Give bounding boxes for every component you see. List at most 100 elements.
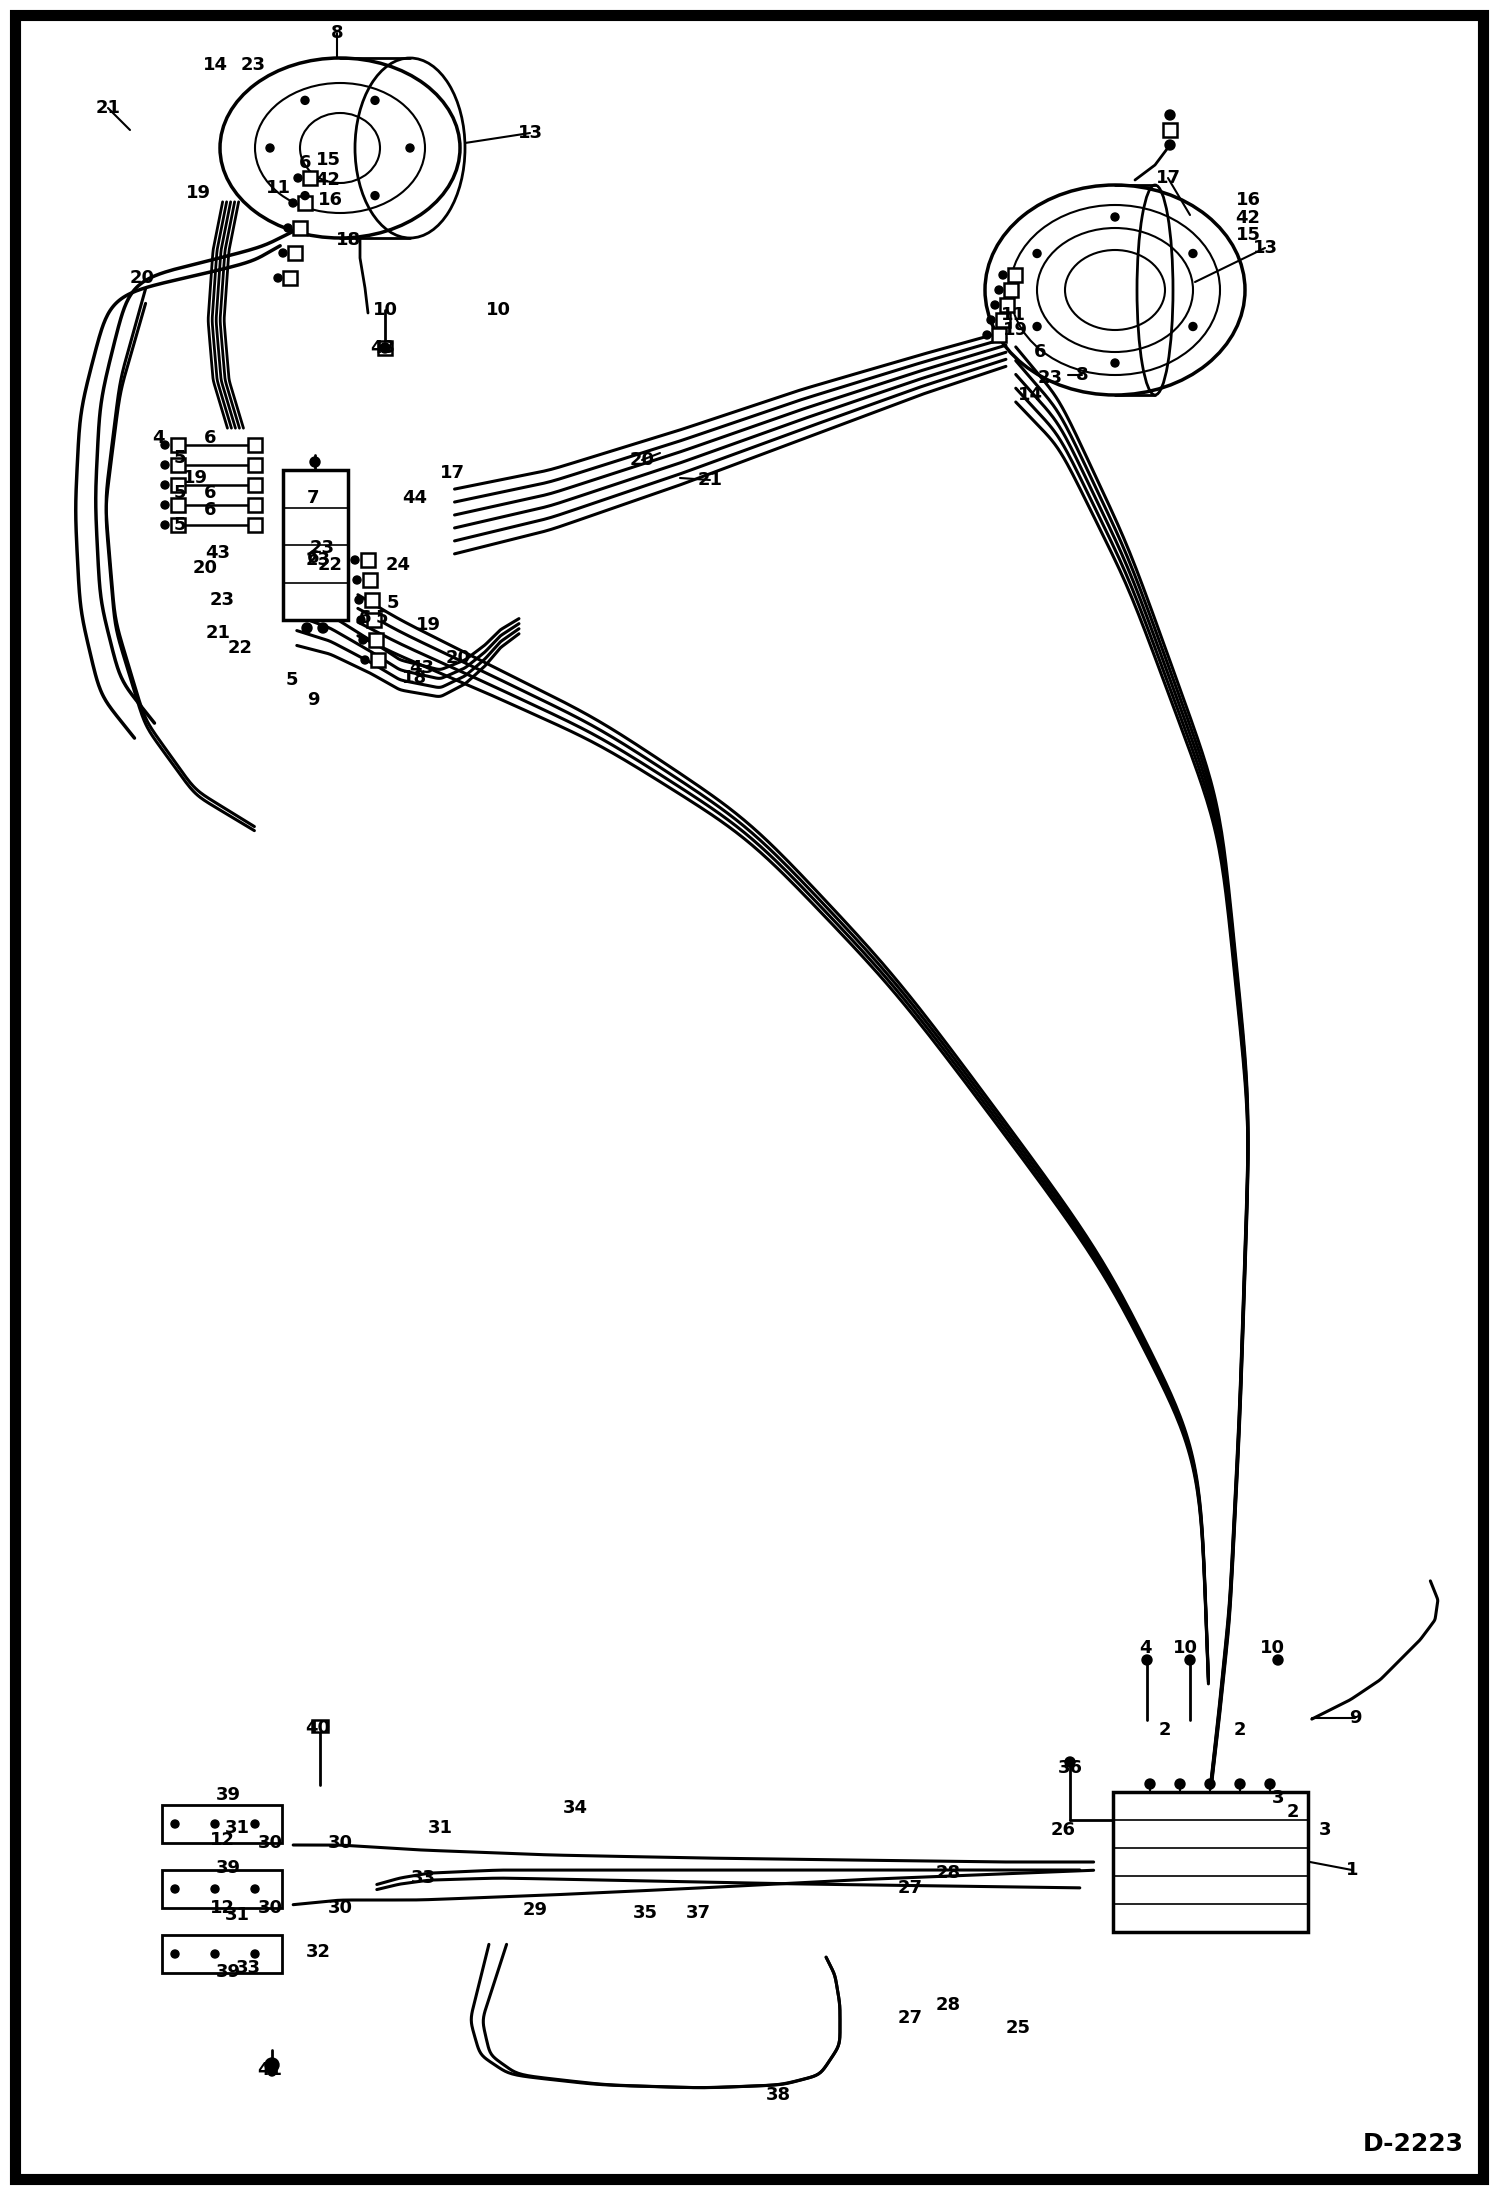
Bar bbox=[162, 1869, 282, 1909]
Text: 17: 17 bbox=[1155, 169, 1180, 186]
Bar bbox=[283, 470, 348, 621]
Text: 6: 6 bbox=[358, 610, 372, 627]
Text: 4: 4 bbox=[151, 430, 165, 448]
Circle shape bbox=[354, 577, 361, 584]
Text: 10: 10 bbox=[1173, 1639, 1197, 1656]
Bar bbox=[361, 553, 374, 566]
Circle shape bbox=[1112, 360, 1119, 366]
Text: 20: 20 bbox=[445, 649, 470, 667]
Text: 2: 2 bbox=[1234, 1720, 1246, 1740]
Text: 9: 9 bbox=[1348, 1709, 1362, 1727]
Bar bbox=[1008, 268, 1022, 283]
Circle shape bbox=[160, 461, 169, 470]
Text: 32: 32 bbox=[306, 1944, 331, 1961]
Text: 6: 6 bbox=[298, 154, 312, 171]
Text: 36: 36 bbox=[1058, 1760, 1083, 1777]
Circle shape bbox=[1034, 323, 1041, 331]
Text: 14: 14 bbox=[202, 57, 228, 75]
Circle shape bbox=[372, 191, 379, 200]
Circle shape bbox=[406, 145, 413, 151]
Bar bbox=[372, 654, 385, 667]
Text: 31: 31 bbox=[225, 1819, 250, 1836]
Text: 39: 39 bbox=[216, 1858, 241, 1878]
Circle shape bbox=[1144, 1779, 1155, 1788]
Circle shape bbox=[357, 617, 366, 623]
Circle shape bbox=[160, 441, 169, 450]
Circle shape bbox=[171, 1950, 178, 1957]
Text: 42: 42 bbox=[316, 171, 340, 189]
Circle shape bbox=[1174, 1779, 1185, 1788]
Circle shape bbox=[361, 656, 369, 665]
Text: 1: 1 bbox=[1345, 1861, 1359, 1878]
Text: 23: 23 bbox=[210, 590, 235, 610]
Text: 28: 28 bbox=[935, 1997, 960, 2014]
Text: 12: 12 bbox=[210, 1900, 235, 1918]
Circle shape bbox=[1034, 250, 1041, 257]
Bar bbox=[171, 439, 184, 452]
Circle shape bbox=[160, 520, 169, 529]
Text: 20: 20 bbox=[129, 270, 154, 287]
Bar bbox=[363, 573, 377, 588]
Text: 43: 43 bbox=[370, 340, 395, 358]
Text: 5: 5 bbox=[174, 450, 186, 467]
Circle shape bbox=[294, 173, 303, 182]
Text: 31: 31 bbox=[225, 1907, 250, 1924]
Text: 5: 5 bbox=[386, 595, 400, 612]
Text: 34: 34 bbox=[563, 1799, 587, 1817]
Text: 10: 10 bbox=[1260, 1639, 1284, 1656]
Circle shape bbox=[252, 1821, 259, 1828]
Text: 6: 6 bbox=[307, 548, 319, 566]
Circle shape bbox=[1189, 250, 1197, 257]
Text: 39: 39 bbox=[216, 1786, 241, 1803]
Circle shape bbox=[1189, 323, 1197, 331]
Text: 3: 3 bbox=[1272, 1788, 1284, 1808]
Circle shape bbox=[268, 2069, 276, 2076]
Text: 21: 21 bbox=[205, 623, 231, 643]
Text: 30: 30 bbox=[328, 1834, 352, 1852]
Bar bbox=[369, 634, 383, 647]
Text: 25: 25 bbox=[1005, 2018, 1031, 2036]
Circle shape bbox=[279, 248, 288, 257]
Bar bbox=[992, 327, 1007, 342]
Bar bbox=[996, 314, 1010, 327]
Bar bbox=[162, 1806, 282, 1843]
Text: 17: 17 bbox=[439, 463, 464, 483]
Text: 20: 20 bbox=[193, 559, 217, 577]
Circle shape bbox=[211, 1950, 219, 1957]
Circle shape bbox=[1141, 1654, 1152, 1665]
Circle shape bbox=[987, 316, 995, 325]
Bar bbox=[1162, 123, 1177, 136]
Text: 42: 42 bbox=[1236, 208, 1260, 226]
Bar bbox=[162, 1935, 282, 1972]
Text: 10: 10 bbox=[373, 301, 397, 318]
Circle shape bbox=[351, 555, 360, 564]
Text: 10: 10 bbox=[485, 301, 511, 318]
Text: 27: 27 bbox=[897, 2010, 923, 2027]
Circle shape bbox=[265, 2058, 279, 2071]
Text: 4: 4 bbox=[1138, 1639, 1152, 1656]
Text: 6: 6 bbox=[1034, 342, 1046, 362]
Bar bbox=[367, 612, 380, 627]
Circle shape bbox=[1165, 140, 1174, 149]
Text: 28: 28 bbox=[935, 1865, 960, 1882]
Circle shape bbox=[380, 342, 389, 353]
Text: 24: 24 bbox=[385, 555, 410, 575]
Text: 31: 31 bbox=[427, 1819, 452, 1836]
Text: D-2223: D-2223 bbox=[1363, 2133, 1464, 2157]
Text: 11: 11 bbox=[265, 180, 291, 197]
Text: 13: 13 bbox=[517, 125, 542, 143]
Text: 21: 21 bbox=[698, 472, 722, 489]
Text: 13: 13 bbox=[1252, 239, 1278, 257]
Text: 5: 5 bbox=[286, 671, 298, 689]
Text: 2: 2 bbox=[1159, 1720, 1171, 1740]
Circle shape bbox=[1185, 1654, 1195, 1665]
Text: 16: 16 bbox=[1236, 191, 1260, 208]
Text: 23: 23 bbox=[306, 551, 331, 568]
Text: 30: 30 bbox=[328, 1900, 352, 1918]
Text: 7: 7 bbox=[307, 489, 319, 507]
Circle shape bbox=[360, 636, 367, 645]
Circle shape bbox=[1165, 110, 1174, 121]
Text: 29: 29 bbox=[523, 1900, 547, 1920]
Bar bbox=[249, 459, 262, 472]
Circle shape bbox=[171, 1821, 178, 1828]
